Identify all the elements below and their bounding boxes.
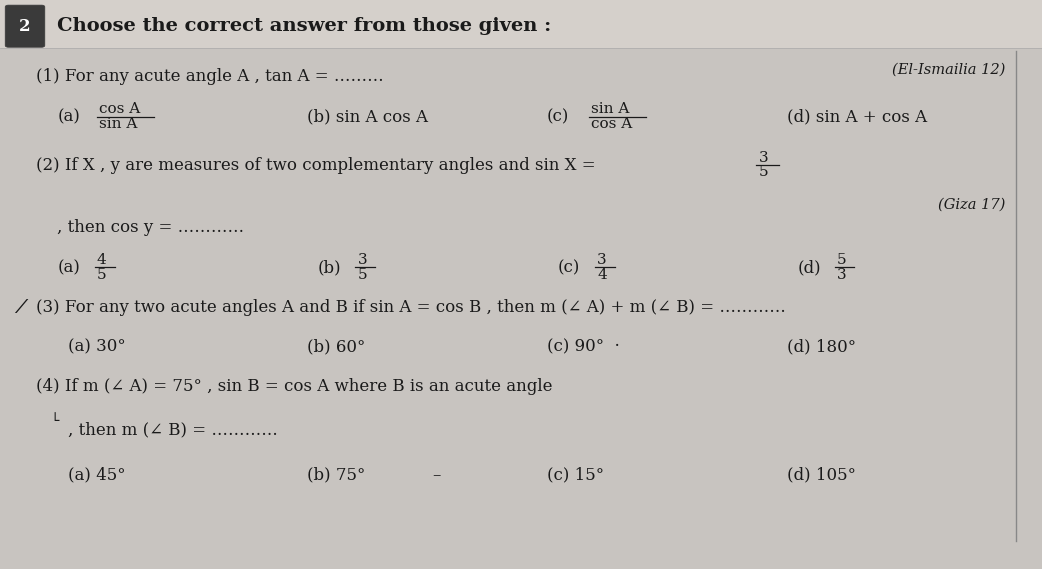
- Text: 4: 4: [97, 253, 106, 267]
- Text: 4: 4: [597, 268, 606, 282]
- Text: 5: 5: [97, 268, 106, 282]
- Text: (a): (a): [57, 259, 80, 276]
- Text: (b) 75°: (b) 75°: [307, 467, 366, 484]
- Text: (b): (b): [318, 259, 342, 276]
- Text: (El-Ismailia 12): (El-Ismailia 12): [892, 63, 1006, 76]
- Text: (d) sin A + cos A: (d) sin A + cos A: [787, 108, 926, 125]
- Text: (1) For any acute angle A , tan A = ………: (1) For any acute angle A , tan A = ………: [36, 68, 384, 85]
- Text: (d): (d): [797, 259, 821, 276]
- Text: 3: 3: [837, 268, 846, 282]
- Text: sin A: sin A: [99, 117, 138, 131]
- Text: (c) 15°: (c) 15°: [547, 467, 604, 484]
- Text: (2) If X , y are measures of two complementary angles and sin X =: (2) If X , y are measures of two complem…: [36, 156, 601, 174]
- Text: (c): (c): [557, 259, 579, 276]
- Text: (b) sin A cos A: (b) sin A cos A: [307, 108, 428, 125]
- Text: 5: 5: [357, 268, 367, 282]
- Text: –: –: [432, 467, 441, 484]
- Text: (4) If m (∠ A) = 75° , sin B = cos A where B is an acute angle: (4) If m (∠ A) = 75° , sin B = cos A whe…: [36, 378, 553, 395]
- Text: 3: 3: [597, 253, 606, 267]
- Text: 3: 3: [357, 253, 367, 267]
- Text: (c): (c): [547, 108, 569, 125]
- Text: ⁄: ⁄: [19, 298, 22, 317]
- Text: 2: 2: [19, 18, 31, 35]
- Text: (d) 180°: (d) 180°: [787, 339, 855, 356]
- Text: 3: 3: [759, 151, 768, 164]
- Text: (d) 105°: (d) 105°: [787, 467, 855, 484]
- Text: 5: 5: [759, 166, 768, 179]
- Text: (Giza 17): (Giza 17): [938, 198, 1006, 212]
- Text: └: └: [50, 414, 58, 428]
- Text: Choose the correct answer from those given :: Choose the correct answer from those giv…: [57, 17, 551, 35]
- Text: (a) 30°: (a) 30°: [68, 339, 125, 356]
- Text: cos A: cos A: [591, 117, 632, 131]
- FancyBboxPatch shape: [0, 0, 1042, 48]
- Text: cos A: cos A: [99, 102, 141, 116]
- Text: (a): (a): [57, 108, 80, 125]
- Text: , then m (∠ B) = …………: , then m (∠ B) = …………: [68, 421, 277, 438]
- Text: , then cos y = …………: , then cos y = …………: [57, 219, 245, 236]
- Text: 5: 5: [837, 253, 846, 267]
- Text: sin A: sin A: [591, 102, 629, 116]
- Text: (a) 45°: (a) 45°: [68, 467, 125, 484]
- FancyBboxPatch shape: [5, 5, 45, 47]
- Text: (3) For any two acute angles A and B if sin A = cos B , then m (∠ A) + m (∠ B) =: (3) For any two acute angles A and B if …: [36, 299, 787, 316]
- Text: (c) 90°  ·: (c) 90° ·: [547, 339, 620, 356]
- Text: (b) 60°: (b) 60°: [307, 339, 366, 356]
